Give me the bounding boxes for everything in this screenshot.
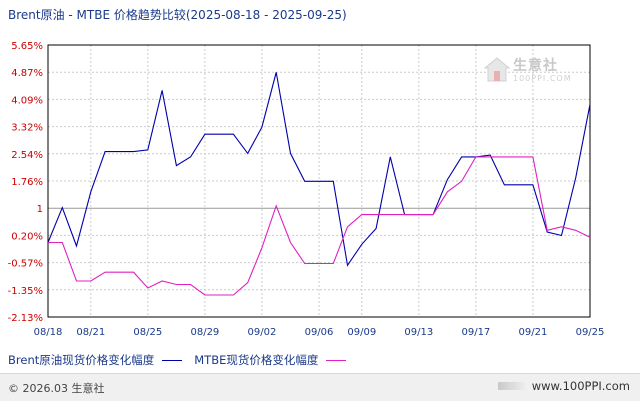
y-tick-label: 2.54% (11, 150, 43, 161)
x-tick-label: 09/17 (461, 327, 490, 338)
chart-title: Brent原油 - MTBE 价格趋势比较(2025-08-18 - 2025-… (8, 8, 347, 22)
legend-label-mtbe: MTBE现货价格变化幅度 (194, 353, 319, 367)
y-tick-label: 1 (37, 204, 43, 215)
x-tick-label: 08/18 (34, 327, 63, 338)
x-tick-label: 08/25 (133, 327, 162, 338)
chart-legend: Brent原油现货价格变化幅度 MTBE现货价格变化幅度 (8, 352, 358, 368)
y-tick-label: 4.09% (11, 95, 43, 106)
legend-swatch-mtbe (326, 359, 347, 361)
x-axis-ticks: 08/18 08/21 08/25 08/29 09/02 09/06 09/09 09/13… (34, 327, 605, 338)
x-tick-label: 09/09 (347, 327, 376, 338)
y-tick-label: -2.13% (8, 313, 43, 324)
series-line-mtbe (48, 156, 591, 296)
house-logo-icon (483, 57, 511, 82)
footer-copyright: © 2026.03 生意社 (8, 382, 105, 395)
x-tick-label: 09/13 (404, 327, 433, 338)
grid-lines (48, 45, 590, 317)
watermark-cn: 生意社 (513, 58, 558, 74)
x-tick-label: 08/29 (190, 327, 219, 338)
x-tick-label: 09/25 (576, 327, 605, 338)
x-tick-label: 09/21 (519, 327, 548, 338)
y-tick-label: 1.76% (11, 177, 43, 188)
x-tick-label: 09/06 (305, 327, 334, 338)
footer-site-text: www.100PPI.com (531, 379, 630, 393)
y-tick-label: 5.65% (11, 41, 43, 52)
y-tick-label: 3.32% (11, 123, 43, 134)
x-tick-label: 08/21 (76, 327, 105, 338)
y-axis-ticks: 5.65% 4.87% 4.09% 3.32% 2.54% 1.76% 1 0.20% -0.5… (8, 41, 43, 324)
y-tick-label: 4.87% (11, 68, 43, 79)
series-line-brent (47, 72, 591, 267)
y-tick-label: -0.57% (8, 259, 43, 270)
plot-area-border (47, 44, 591, 318)
y-tick-label: 0.20% (11, 231, 43, 242)
x-tick-label: 09/02 (248, 327, 277, 338)
legend-swatch-brent (162, 359, 183, 361)
watermark-en: 100PPI.COM (513, 74, 572, 83)
footer-site-link[interactable]: www.100PPI.com (497, 379, 630, 393)
y-tick-label: -1.35% (8, 286, 43, 297)
legend-label-brent: Brent原油现货价格变化幅度 (8, 353, 155, 367)
footer-bar: © 2026.03 生意社 www.100PPI.com (0, 373, 640, 401)
footer-bar-icon (497, 382, 526, 390)
series-lines (47, 72, 591, 296)
watermark-logo: 生意社 100PPI.COM (483, 54, 575, 88)
